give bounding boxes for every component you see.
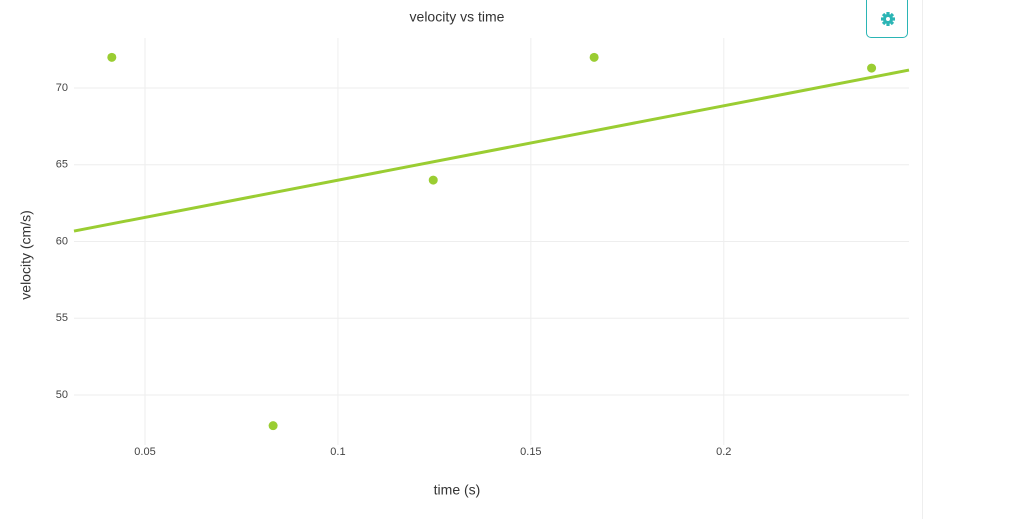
settings-button[interactable] <box>866 0 908 38</box>
y-tick-label: 65 <box>56 159 68 171</box>
chart-title: velocity vs time <box>410 9 505 25</box>
data-point <box>589 52 599 62</box>
data-point <box>867 63 877 73</box>
data-point <box>268 421 278 431</box>
x-tick-label: 0.15 <box>520 446 541 458</box>
data-point <box>107 52 117 62</box>
y-axis-title: velocity (cm/s) <box>18 210 34 299</box>
y-tick-label: 50 <box>56 389 68 401</box>
x-axis-title: time (s) <box>434 482 481 498</box>
x-tick-label: 0.05 <box>134 446 155 458</box>
data-point <box>428 175 438 185</box>
x-tick-label: 0.2 <box>716 446 731 458</box>
gear-icon <box>881 12 895 26</box>
y-tick-label: 60 <box>56 235 68 247</box>
y-tick-label: 55 <box>56 312 68 324</box>
x-tick-label: 0.1 <box>330 446 345 458</box>
y-tick-label: 70 <box>56 82 68 94</box>
fit-line <box>73 68 910 233</box>
